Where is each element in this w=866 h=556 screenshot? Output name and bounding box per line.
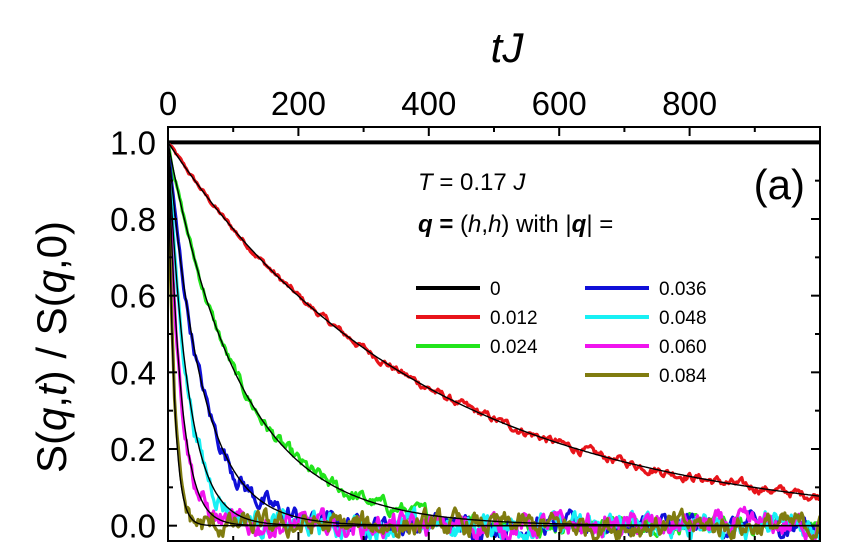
y-tick-label: 1.0 — [110, 124, 156, 161]
fit-line-0-060 — [168, 142, 820, 527]
annotations: T = 0.17 J q = (h,h) with |q| = — [418, 169, 613, 238]
fit-line-0-024 — [168, 142, 820, 527]
legend-label: 0.048 — [659, 308, 707, 329]
legend-label: 0 — [490, 279, 501, 300]
fit-line-0-012 — [168, 141, 820, 497]
legend-item: 0.060 — [585, 337, 707, 358]
y-tick-label: 0.6 — [110, 278, 156, 315]
legend-item: 0.084 — [585, 366, 707, 387]
legend-label: 0.024 — [490, 337, 538, 358]
fit-line-0-048 — [168, 142, 820, 527]
x-tick-label: 200 — [271, 85, 326, 122]
legend-item: 0 — [416, 279, 501, 300]
annotation-line-1: T = 0.17 J — [418, 169, 526, 196]
legend-item: 0.036 — [585, 279, 707, 300]
legend-label: 0.084 — [659, 366, 707, 387]
x-tick-label: 400 — [401, 85, 456, 122]
legend-label: 0.012 — [490, 308, 538, 329]
fit-line-0-036 — [168, 142, 820, 527]
legend-item: 0.012 — [416, 308, 538, 329]
annotation-line-2: q = (h,h) with |q| = — [418, 211, 613, 238]
ticks — [167, 127, 821, 541]
x-axis-title: tJ — [491, 24, 525, 71]
y-axis-title: S(q,t) / S(q,0) — [28, 221, 75, 473]
x-tick-label: 800 — [662, 85, 717, 122]
x-tick-label: 600 — [532, 85, 587, 122]
y-tick-label: 0.4 — [110, 354, 156, 391]
y-tick-label: 0.8 — [110, 201, 156, 238]
legend-item: 0.024 — [416, 337, 538, 358]
legend-item: 0.048 — [585, 308, 707, 329]
series-group — [168, 140, 820, 541]
fit-line-0-084 — [168, 142, 820, 527]
panel-label: (a) — [754, 161, 805, 208]
legend-label: 0.060 — [659, 337, 707, 358]
y-tick-label: 0.0 — [110, 508, 156, 545]
x-tick-label: 0 — [159, 85, 177, 122]
y-tick-label: 0.2 — [110, 431, 156, 468]
legend: 0 0.012 0.024 0.036 0.048 0.060 0.084 — [416, 279, 707, 387]
tick-labels: 0 200 400 600 800 0.0 0.2 0.4 0.6 0.8 1.0 — [110, 85, 717, 545]
legend-label: 0.036 — [659, 279, 707, 300]
